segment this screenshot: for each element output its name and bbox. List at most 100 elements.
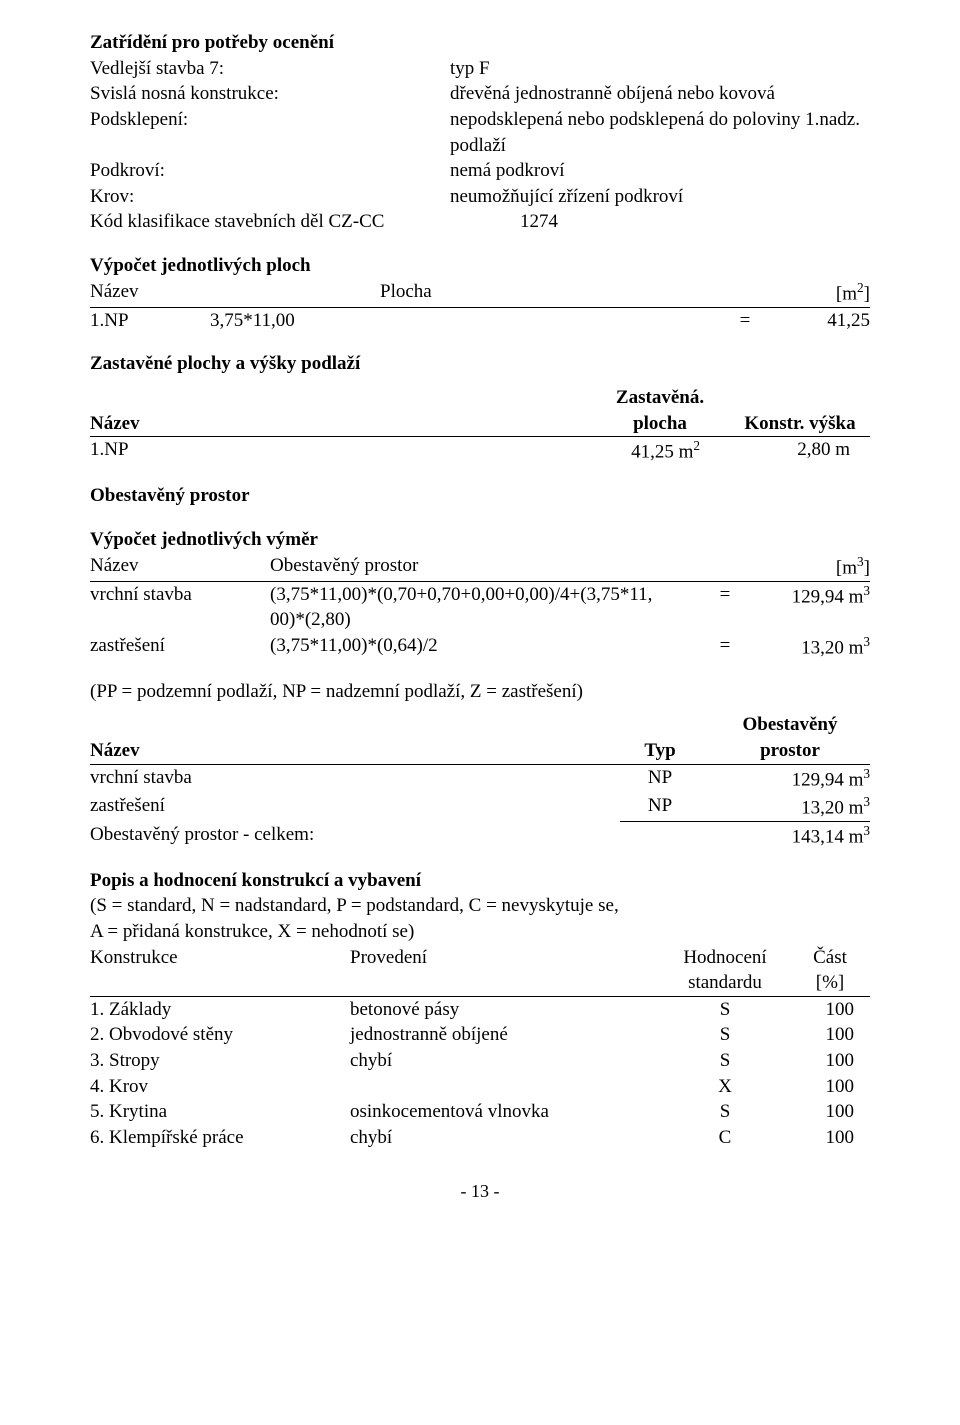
cell: 100: [790, 1074, 870, 1100]
col-line2: [%]: [790, 970, 870, 996]
cell: 100: [790, 997, 870, 1023]
col-vyska: Konstr. výška: [730, 411, 870, 437]
cell: S: [660, 1048, 790, 1074]
cell: zastřešení: [90, 633, 270, 661]
col-typ: Typ: [610, 738, 710, 764]
col-unit: [m3]: [740, 553, 870, 581]
page-title: Zatřídění pro potřeby ocenění: [90, 30, 870, 56]
col-line1: Hodnocení: [660, 945, 790, 971]
pp-note: (PP = podzemní podlaží, NP = nadzemní po…: [90, 679, 870, 705]
col-nazev: Název: [90, 553, 270, 581]
cell: 100: [790, 1099, 870, 1125]
cell: osinkocementová vlnovka: [350, 1099, 660, 1125]
cell: 41,25 m2: [590, 437, 730, 465]
document-page: Zatřídění pro potřeby ocenění Vedlejší s…: [0, 0, 960, 1243]
cell: NP: [610, 765, 710, 793]
col-unit: [m2]: [780, 279, 870, 307]
table-header: Konstrukce Provedení Hodnocení standardu…: [90, 945, 870, 997]
cell: 2,80 m: [730, 437, 870, 465]
cell-line1: (3,75*11,00)*(0,70+0,70+0,00+0,00)/4+(3,…: [270, 582, 710, 608]
section-heading: Výpočet jednotlivých ploch: [90, 253, 870, 279]
cell: 3. Stropy: [90, 1048, 350, 1074]
col-provedeni: Provedení: [350, 945, 660, 996]
cell: S: [660, 997, 790, 1023]
cell: jednostranně obíjené: [350, 1022, 660, 1048]
col-line1: Obestavěný: [710, 712, 870, 738]
legend-line2: A = přidaná konstrukce, X = nehodnotí se…: [90, 919, 870, 945]
table-header: Název Plocha [m2]: [90, 279, 870, 308]
attr-label: Krov:: [90, 184, 450, 210]
attributes-block: Vedlejší stavba 7: typ F Svislá nosná ko…: [90, 56, 870, 235]
table-header: Název Zastavěná. plocha Konstr. výška: [90, 385, 870, 437]
total-value: 143,14 m3: [710, 822, 870, 850]
attr-row: Krov: neumožňující zřízení podkroví: [90, 184, 870, 210]
cell: 100: [790, 1022, 870, 1048]
cell: =: [720, 308, 770, 334]
attr-label: Vedlejší stavba 7:: [90, 56, 450, 82]
attr-value: nepodsklepená nebo podsklepená do polovi…: [450, 107, 870, 158]
table-row: 1.NP 41,25 m2 2,80 m: [90, 437, 870, 465]
col-line1: Zastavěná.: [590, 385, 730, 411]
table-row: zastřešení (3,75*11,00)*(0,64)/2 = 13,20…: [90, 633, 870, 661]
cell: 5. Krytina: [90, 1099, 350, 1125]
cell: 1.NP: [90, 308, 210, 334]
cell: 13,20 m3: [710, 793, 870, 821]
col-line2: plocha: [590, 411, 730, 437]
col-hodnoceni: Hodnocení standardu: [660, 945, 790, 996]
cell: S: [660, 1099, 790, 1125]
col-konstrukce: Konstrukce: [90, 945, 350, 996]
cell: 6. Klempířské práce: [90, 1125, 350, 1151]
col-line2: prostor: [710, 738, 870, 764]
attr-row: Podkroví: nemá podkroví: [90, 158, 870, 184]
attr-value: 1274: [520, 209, 870, 235]
attr-row: Podsklepení: nepodsklepená nebo podsklep…: [90, 107, 870, 158]
attr-row: Vedlejší stavba 7: typ F: [90, 56, 870, 82]
table-header: Název Typ Obestavěný prostor: [90, 712, 870, 764]
attr-label: Podkroví:: [90, 158, 450, 184]
total-label: Obestavěný prostor - celkem:: [90, 822, 710, 850]
table-row: vrchní stavba NP 129,94 m3: [90, 765, 870, 793]
cell: 41,25: [770, 308, 870, 334]
table-row: 6. Klempířské práce chybí C 100: [90, 1125, 870, 1151]
cell: (3,75*11,00)*(0,70+0,70+0,00+0,00)/4+(3,…: [270, 582, 710, 633]
page-number: - 13 -: [90, 1179, 870, 1203]
col-line2: standardu: [660, 970, 790, 996]
cell: chybí: [350, 1125, 660, 1151]
attr-value: nemá podkroví: [450, 158, 870, 184]
table-row: 2. Obvodové stěny jednostranně obíjené S…: [90, 1022, 870, 1048]
col-plocha: Zastavěná. plocha: [590, 385, 730, 436]
attr-value: typ F: [450, 56, 870, 82]
cell: 100: [790, 1048, 870, 1074]
cell: [350, 1074, 660, 1100]
cell: chybí: [350, 1048, 660, 1074]
cell: S: [660, 1022, 790, 1048]
cell: (3,75*11,00)*(0,64)/2: [270, 633, 710, 661]
cell: 1. Základy: [90, 997, 350, 1023]
cell: 2. Obvodové stěny: [90, 1022, 350, 1048]
col-nazev: Název: [90, 411, 590, 437]
attr-row: Svislá nosná konstrukce: dřevěná jednost…: [90, 81, 870, 107]
table-row: 3. Stropy chybí S 100: [90, 1048, 870, 1074]
table-row: 1.NP 3,75*11,00 = 41,25: [90, 308, 870, 334]
col-nazev: Název: [90, 738, 610, 764]
cell: 1.NP: [90, 437, 590, 465]
cell: X: [660, 1074, 790, 1100]
cell: 3,75*11,00: [210, 308, 720, 334]
cell: 100: [790, 1125, 870, 1151]
cell: 13,20 m3: [740, 633, 870, 661]
section-heading: Zastavěné plochy a výšky podlaží: [90, 351, 870, 377]
legend-line1: (S = standard, N = nadstandard, P = pods…: [90, 893, 870, 919]
attr-row: Kód klasifikace stavebních děl CZ-CC 127…: [90, 209, 870, 235]
cell: C: [660, 1125, 790, 1151]
cell: vrchní stavba: [90, 765, 610, 793]
table-row: 4. Krov X 100: [90, 1074, 870, 1100]
cell: 129,94 m3: [710, 765, 870, 793]
col-cast: Část [%]: [790, 945, 870, 996]
attr-value: neumožňující zřízení podkroví: [450, 184, 870, 210]
attr-label: Kód klasifikace stavebních děl CZ-CC: [90, 209, 520, 235]
attr-label: Podsklepení:: [90, 107, 450, 158]
section-heading: Výpočet jednotlivých výměr: [90, 527, 870, 553]
cell: zastřešení: [90, 793, 610, 821]
table-header: Název Obestavěný prostor [m3]: [90, 553, 870, 582]
cell-line2: 00)*(2,80): [270, 607, 710, 633]
